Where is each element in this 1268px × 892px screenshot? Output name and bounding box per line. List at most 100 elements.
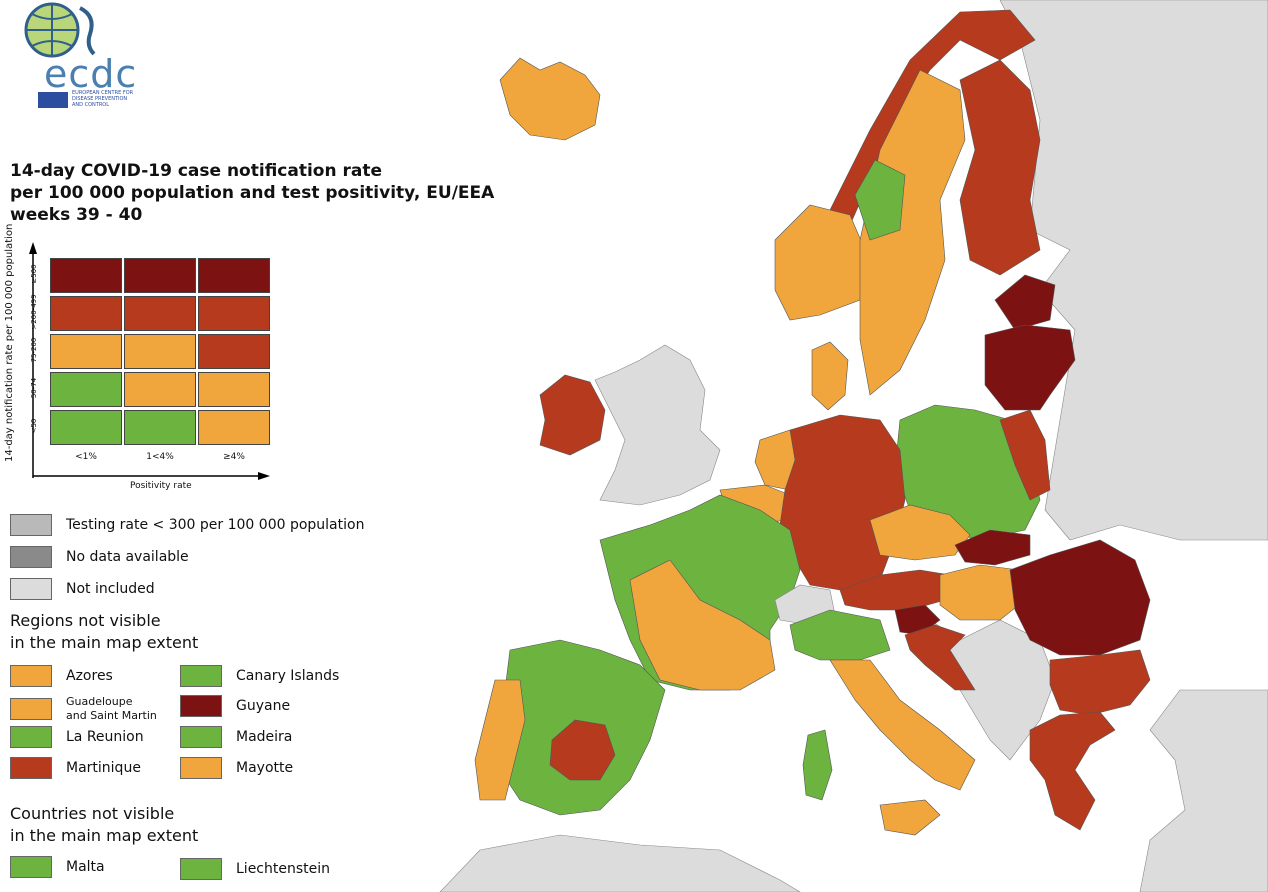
legend-no-data-label: No data available [66,549,189,565]
map-region-africa [439,834,801,892]
region-legend-item: La Reunion [10,726,144,748]
region-swatch [180,757,222,779]
matrix-cell [198,258,270,293]
regions-heading: Regions not visible in the main map exte… [10,610,198,654]
region-legend-item: Guadeloupe and Saint Martin [10,695,157,723]
region-label-line2: and Saint Martin [66,709,157,722]
map-region-poland-central [894,404,1041,541]
legend-not-included-label: Not included [66,581,155,597]
regions-heading-line2: in the main map extent [10,633,199,652]
map-region-latvia-lithuania [984,324,1076,411]
region-swatch [10,698,52,720]
title-line2: per 100 000 population and test positivi… [10,183,495,203]
matrix-cell [50,258,122,293]
map-region-romania [1009,539,1151,656]
countries-heading-line1: Countries not visible [10,804,175,823]
map-region-italy-north [789,609,891,661]
map-region-denmark [811,341,849,411]
map-region-sweden [859,69,966,396]
map-region-iceland [499,57,601,141]
matrix-cell [50,296,122,331]
country-swatch [10,856,52,878]
region-legend-item: Azores [10,665,113,687]
matrix-cell [124,410,196,445]
region-legend-item: Madeira [180,726,292,748]
region-swatch [10,726,52,748]
map-region-slovakia [954,529,1031,566]
country-legend-item: Liechtenstein [180,858,330,880]
region-label: Martinique [66,760,141,776]
region-label: Canary Islands [236,668,340,684]
matrix-cell [124,372,196,407]
globe-icon [24,2,96,58]
matrix-col-label: ≥4% [223,452,245,462]
map-region-sweden-central [854,159,906,241]
map-region-hungary [939,564,1026,621]
region-swatch [10,665,52,687]
matrix-row-label: 50-74 [30,377,38,399]
title-line1: 14-day COVID-19 case notification rate [10,161,383,181]
region-swatch [180,726,222,748]
map-region-croatia [904,624,976,691]
region-label: Guadeloupe and Saint Martin [66,695,157,723]
eu-flag-icon [38,92,68,108]
swatch-testing-rate [10,514,52,536]
legend-testing-rate: Testing rate < 300 per 100 000 populatio… [10,514,364,536]
matrix-x-label: Positivity rate [130,481,192,491]
matrix-cell [198,410,270,445]
country-legend-item: Malta [10,856,105,878]
country-label: Liechtenstein [236,861,331,877]
matrix-cell [124,334,196,369]
region-legend-item: Canary Islands [180,665,339,687]
map-region-france-south [629,559,776,691]
matrix-cell [198,296,270,331]
swatch-no-data [10,546,52,568]
map-region-italy [829,659,976,791]
region-label: Madeira [236,729,293,745]
matrix-row-label: 75-200 [30,337,38,363]
matrix-col-label: <1% [75,452,97,462]
logo-sub-line2: DISEASE PREVENTION [72,96,128,102]
countries-heading-line2: in the main map extent [10,826,199,845]
region-legend-item: Mayotte [180,757,293,779]
map-region-poland-east [999,409,1051,501]
map-region-bulgaria [1049,649,1151,716]
map-title: 14-day COVID-19 case notification rate p… [10,160,494,226]
country-swatch [180,858,222,880]
region-swatch [180,665,222,687]
legend-no-data: No data available [10,546,189,568]
regions-heading-line1: Regions not visible [10,611,161,630]
map-region-turkey [1139,689,1268,892]
region-legend-item: Guyane [180,695,290,717]
map-region-germany [779,414,906,591]
matrix-cell [50,372,122,407]
matrix-cell [50,410,122,445]
map-region-uk [594,344,721,506]
region-label: La Reunion [66,729,144,745]
country-label: Malta [66,859,105,875]
map-region-sardinia [802,729,833,801]
matrix-row-label: <50 [30,418,38,434]
swatch-not-included [10,578,52,600]
map-region-estonia [994,274,1056,331]
title-line3: weeks 39 - 40 [10,205,143,225]
matrix-row-label: >200-499 [30,294,38,330]
matrix-row-label: ≥500 [30,264,38,284]
matrix-cell [124,296,196,331]
logo-sub-line3: AND CONTROL [72,102,110,108]
region-label-line1: Guadeloupe [66,695,133,708]
legend-testing-rate-label: Testing rate < 300 per 100 000 populatio… [66,517,365,533]
map-region-greece [1029,711,1116,831]
legend-not-included: Not included [10,578,155,600]
map-region-finland [959,59,1041,276]
map-region-spain-central [549,719,616,781]
matrix-cell [198,334,270,369]
countries-heading: Countries not visible in the main map ex… [10,803,198,847]
logo-wordmark: ecdc [44,52,138,96]
logo-sub-line1: EUROPEAN CENTRE FOR [72,90,134,96]
matrix-cell [124,258,196,293]
matrix-axes [29,242,270,480]
region-swatch [180,695,222,717]
matrix-cell [50,334,122,369]
